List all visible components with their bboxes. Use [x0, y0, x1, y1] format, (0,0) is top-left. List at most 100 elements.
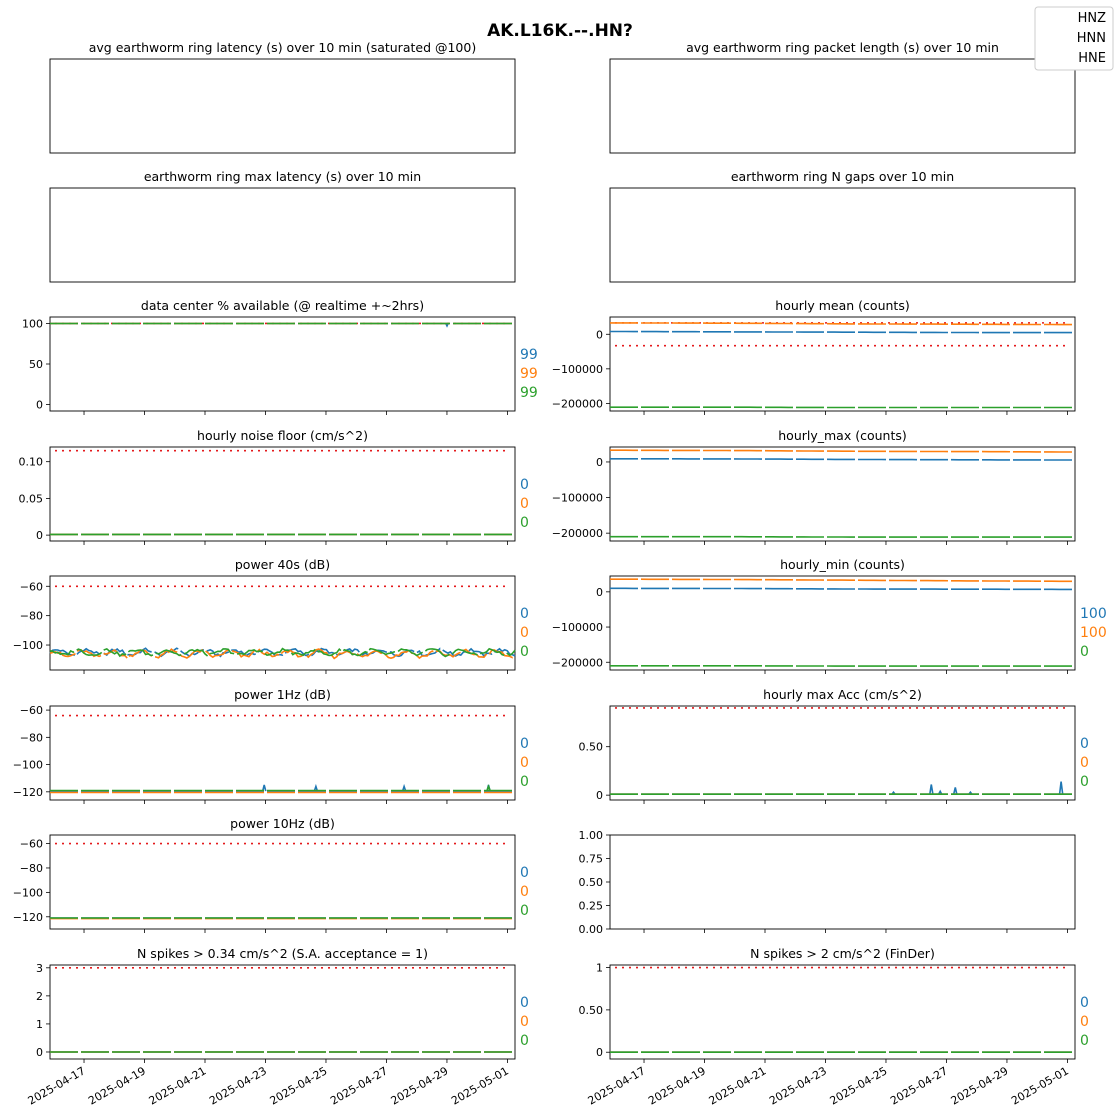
y-tick-label: −120: [13, 786, 43, 799]
x-tick-label: 2025-04-29: [389, 1064, 451, 1107]
y-tick-label: −100000: [552, 363, 603, 376]
side-label-hne: 0: [1080, 774, 1089, 790]
x-tick-label: 2025-04-27: [328, 1064, 390, 1107]
plot-area: [609, 834, 1076, 930]
panel-ring_maxlat: earthworm ring max latency (s) over 10 m…: [49, 169, 516, 283]
plot-area: [609, 58, 1076, 154]
legend-entry-hne: HNE: [1078, 51, 1106, 66]
y-tick-label: 0.75: [579, 853, 604, 866]
plot-area: [49, 964, 516, 1060]
x-tick-label: 2025-04-17: [586, 1064, 648, 1107]
panel-title: hourly mean (counts): [775, 298, 909, 313]
panels: avg earthworm ring latency (s) over 10 m…: [13, 40, 1107, 1108]
plot-area: [609, 316, 1076, 412]
side-label-hne: 0: [520, 1033, 529, 1049]
panel-spikes_2: N spikes > 2 cm/s^2 (FinDer) 0 0.50 1 2025-0…: [579, 946, 1089, 1108]
figure-title: AK.L16K.--.HN?: [487, 21, 633, 41]
panel-title: power 10Hz (dB): [230, 816, 335, 831]
y-tick-label: 0.10: [19, 456, 44, 469]
side-label-hnz: 0: [1080, 995, 1089, 1011]
side-label-hne: 0: [520, 644, 529, 660]
side-label-hne: 0: [520, 515, 529, 531]
side-label-hne: 0: [520, 774, 529, 790]
x-tick-label: 2025-04-27: [888, 1064, 950, 1107]
x-tick-label: 2025-04-25: [828, 1064, 890, 1107]
panel-title: avg earthworm ring latency (s) over 10 m…: [89, 40, 476, 55]
y-tick-label: 50: [29, 358, 43, 371]
side-label-hnn: 0: [520, 496, 529, 512]
side-label-hne: 99: [520, 385, 538, 401]
y-tick-label: −200000: [552, 527, 603, 540]
y-tick-label: −200000: [552, 656, 603, 669]
x-tick-label: 2025-04-21: [707, 1064, 769, 1107]
panel-title: hourly_max (counts): [778, 428, 907, 443]
x-tick-label: 2025-04-19: [646, 1064, 708, 1107]
y-tick-label: 0.50: [579, 1004, 604, 1017]
series-line-hnz: [610, 330, 1075, 334]
panel-title: N spikes > 0.34 cm/s^2 (S.A. acceptance …: [137, 946, 428, 961]
panel-title: avg earthworm ring packet length (s) ove…: [686, 40, 999, 55]
plot-area: [49, 316, 516, 412]
y-tick-label: 1: [596, 962, 603, 975]
panel-title: hourly noise floor (cm/s^2): [197, 428, 368, 443]
x-tick-label: 2025-04-21: [147, 1064, 209, 1107]
side-label-hnn: 0: [520, 625, 529, 641]
y-tick-label: −80: [20, 862, 43, 875]
series-line-hnn: [610, 578, 1075, 583]
y-tick-label: −100: [13, 886, 43, 899]
y-tick-label: 1: [36, 1018, 43, 1031]
x-tick-label: 2025-04-23: [207, 1064, 269, 1107]
y-tick-label: 0: [596, 456, 603, 469]
y-tick-label: 0: [596, 586, 603, 599]
panel-title: power 1Hz (dB): [234, 687, 331, 702]
y-tick-label: −60: [20, 580, 43, 593]
x-tick-label: 2025-05-01: [1009, 1064, 1071, 1107]
x-tick-label: 2025-04-19: [86, 1064, 148, 1107]
y-tick-label: 0: [36, 399, 43, 412]
y-tick-label: −80: [20, 610, 43, 623]
y-tick-label: 1.00: [579, 829, 604, 842]
x-tick-label: 2025-04-17: [26, 1064, 88, 1107]
side-label-hnn: 0: [1080, 1014, 1089, 1030]
legend-entry-hnz: HNZ: [1078, 11, 1107, 26]
y-tick-label: −120: [13, 911, 43, 924]
side-label-hnz: 0: [520, 736, 529, 752]
panel-title: N spikes > 2 cm/s^2 (FinDer): [750, 946, 935, 961]
y-tick-label: 0: [36, 529, 43, 542]
plot-area: [609, 575, 1076, 671]
side-label-hne: 0: [520, 903, 529, 919]
y-tick-label: −100: [13, 759, 43, 772]
plot-area: [49, 575, 516, 671]
y-tick-label: 2: [36, 990, 43, 1003]
plot-area: [609, 446, 1076, 542]
legend-box: [1034, 6, 1114, 71]
series-line-hnn: [610, 322, 1075, 326]
panel-title: earthworm ring max latency (s) over 10 m…: [144, 169, 421, 184]
panel-ring_gaps: earthworm ring N gaps over 10 min: [609, 169, 1076, 283]
y-tick-label: −60: [20, 704, 43, 717]
y-tick-label: 0.50: [579, 876, 604, 889]
panel-ring_latency: avg earthworm ring latency (s) over 10 m…: [49, 40, 516, 154]
y-tick-label: −200000: [552, 397, 603, 410]
side-label-hnz: 0: [520, 477, 529, 493]
y-tick-label: 100: [22, 317, 43, 330]
side-label-hnn: 99: [520, 366, 538, 382]
panel-ring_packet: avg earthworm ring packet length (s) ove…: [609, 40, 1076, 154]
plot-area: [609, 964, 1076, 1060]
y-tick-label: 0: [596, 789, 603, 802]
y-tick-label: −80: [20, 731, 43, 744]
panel-noise_floor: hourly noise floor (cm/s^2) 0 0.05 0.10 0 0 0: [19, 428, 529, 545]
legend-entry-hnn: HNN: [1077, 31, 1106, 46]
plot-area: [609, 187, 1076, 283]
panel-blank: 0.00 0.25 0.50 0.75 1.00: [579, 829, 1076, 936]
series-line-hne: [49, 647, 516, 658]
y-tick-label: 0.05: [19, 492, 44, 505]
panel-title: hourly_min (counts): [780, 557, 905, 572]
panel-hourly_mean: hourly mean (counts) 0 −100000 −200000: [552, 298, 1076, 415]
panel-power_40s: power 40s (dB) −60 −80 −100 0 0 0: [13, 557, 529, 674]
plot-area: [49, 58, 516, 154]
y-tick-label: 0: [36, 1046, 43, 1059]
side-label-hnz: 0: [520, 865, 529, 881]
series-line-hnz: [610, 587, 1075, 591]
panel-hourly_max: hourly_max (counts) 0 −100000 −200000: [552, 428, 1076, 545]
